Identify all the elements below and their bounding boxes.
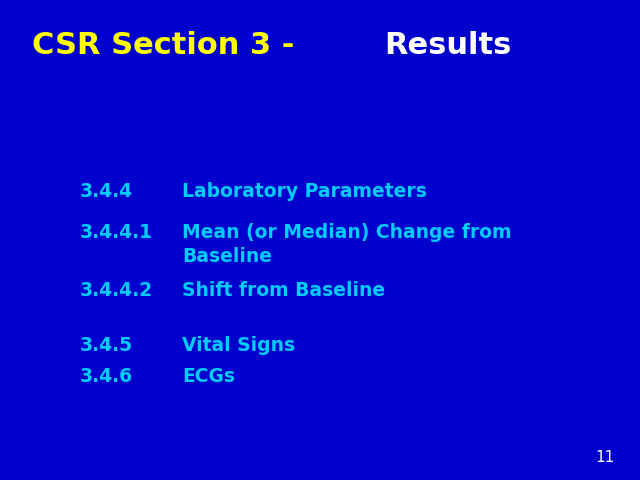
Text: 3.4.6: 3.4.6 [80, 367, 133, 386]
Text: Vital Signs: Vital Signs [182, 336, 296, 355]
Text: 3.4.5: 3.4.5 [80, 336, 133, 355]
Text: CSR Section 3 -: CSR Section 3 - [32, 31, 305, 60]
Text: ECGs: ECGs [182, 367, 236, 386]
Text: 3.4.4: 3.4.4 [80, 182, 133, 202]
Text: Mean (or Median) Change from
Baseline: Mean (or Median) Change from Baseline [182, 223, 512, 266]
Text: Results: Results [384, 31, 511, 60]
Text: Shift from Baseline: Shift from Baseline [182, 281, 385, 300]
Text: 3.4.4.2: 3.4.4.2 [80, 281, 153, 300]
Text: 3.4.4.1: 3.4.4.1 [80, 223, 153, 242]
Text: Laboratory Parameters: Laboratory Parameters [182, 182, 428, 202]
Text: 11: 11 [595, 450, 614, 465]
